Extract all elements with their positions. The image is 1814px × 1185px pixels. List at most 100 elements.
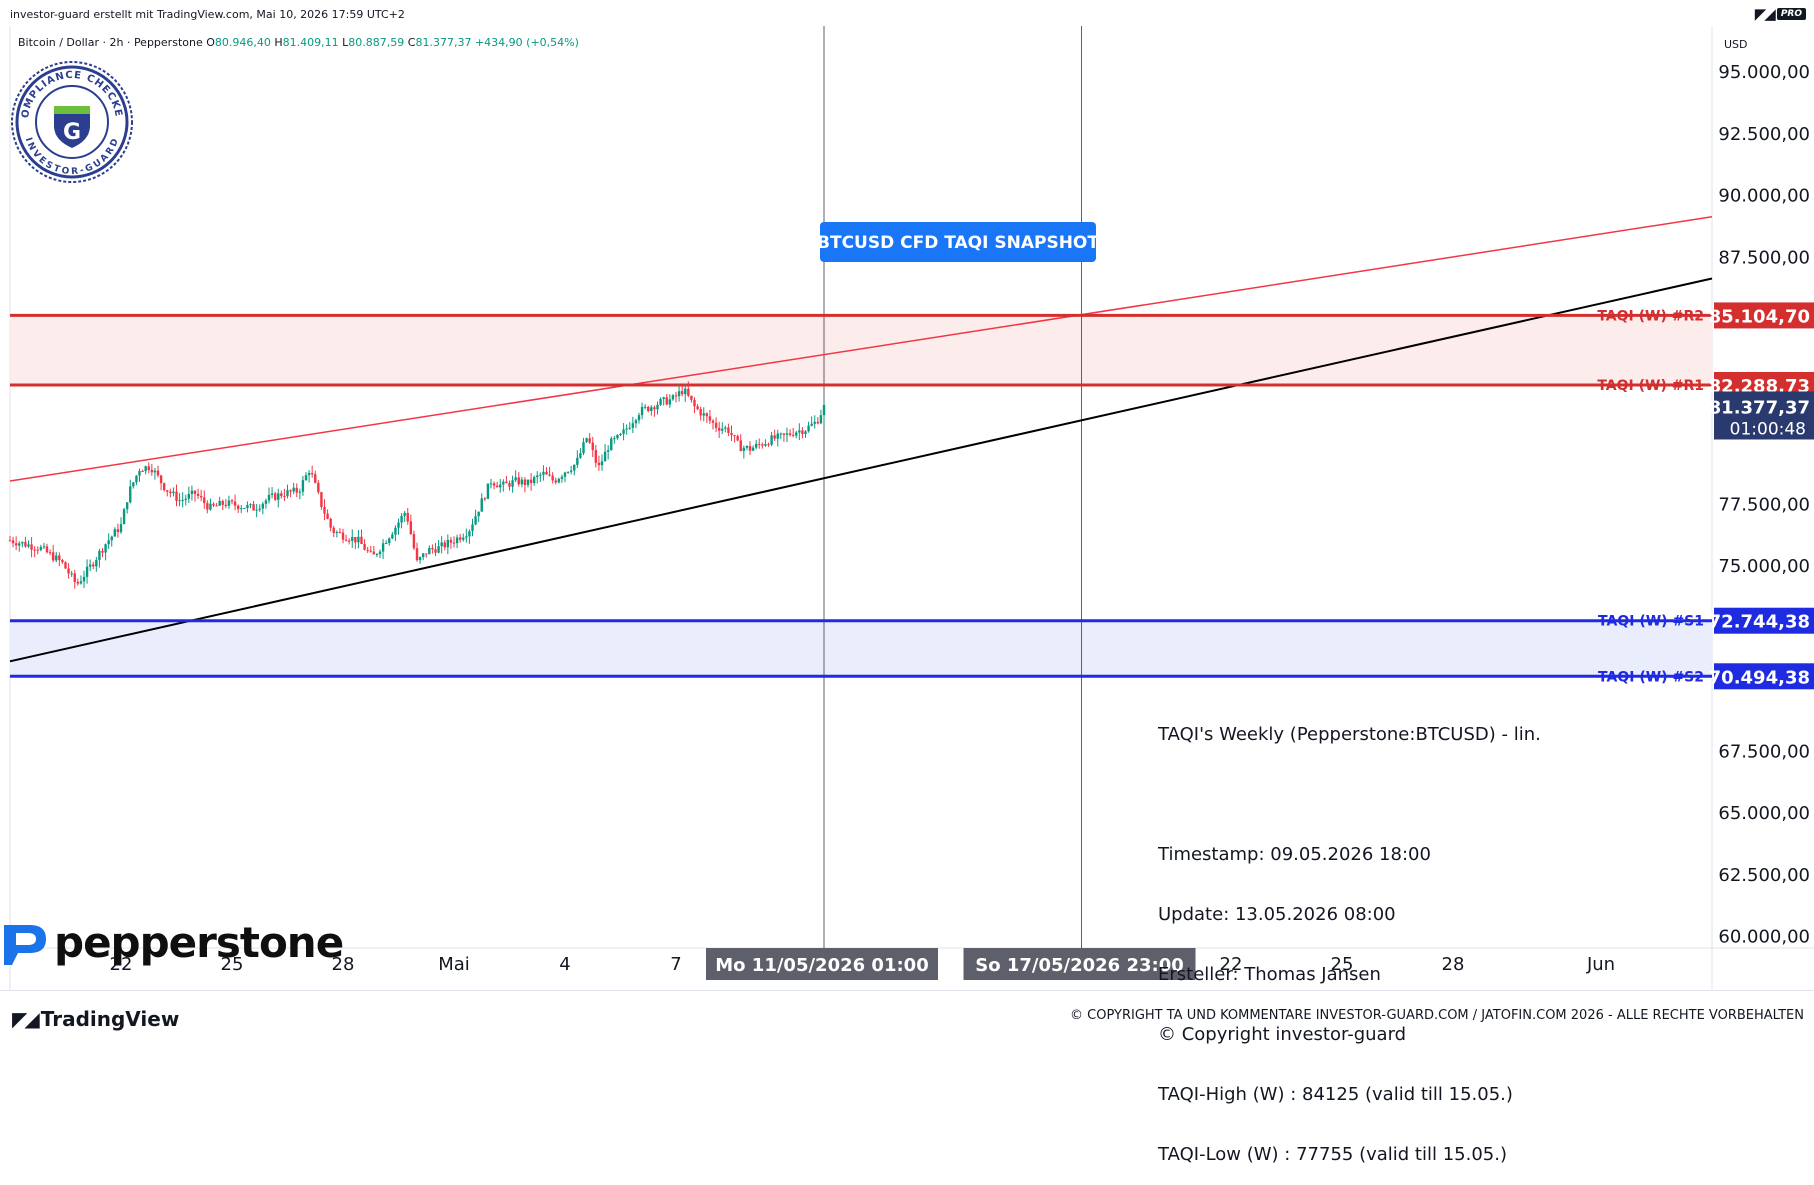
info-line: TAQI-Low (W) : 77755 (valid till 15.05.) [1158,1144,1507,1165]
candle-body [745,446,749,448]
candle-body [304,475,308,481]
candle-body [588,438,591,443]
candle-body [335,532,339,534]
candle-body [687,388,690,396]
candle-body [135,475,138,483]
candle-body [98,550,101,561]
candle-body [196,493,200,496]
y-tick-label: 92.500,00 [1718,124,1810,145]
candle-body [221,500,224,505]
candle-body [711,420,715,423]
level-name-label: TAQI (W) #S1 [1598,614,1704,630]
candle-body [332,527,335,533]
candle-body [671,395,675,400]
candle-body [394,527,397,535]
candle-body [434,549,437,553]
candle-body [354,536,357,543]
candle-body [227,500,231,506]
candle-body [542,471,545,475]
candle-body [79,581,83,584]
candle-body [169,491,172,494]
candle-body [606,450,610,452]
candle-body [125,502,129,510]
candle-body [526,479,530,485]
candle-body [610,438,613,451]
candle-body [42,546,46,548]
candle-body [156,470,160,476]
candle-body [215,505,218,507]
candle-body [92,564,95,567]
candle-body [415,548,419,561]
candle-body [724,427,727,429]
x-tick-label: 4 [559,954,570,975]
candle-body [129,486,132,503]
header-value: 81.377,37 [415,36,474,49]
candle-body [24,542,27,547]
candle-body [323,506,326,514]
pepperstone-p-icon [4,924,46,965]
candle-body [431,547,434,550]
candle-body [622,429,625,434]
countdown-label: 01:00:48 [1730,419,1806,439]
candle-body [810,423,813,426]
candle-body [116,529,120,533]
candle-body [58,555,61,560]
y-tick-label: 67.500,00 [1718,741,1810,762]
level-price-label: 70.494,38 [1709,667,1810,688]
candle-body [267,494,271,501]
candle-body [486,483,490,499]
candle-body [8,540,12,542]
candle-body [795,432,798,436]
tradingview-footer-logo[interactable]: ◤◢ TradingView [12,1007,179,1031]
candle-body [344,539,348,541]
info-title: TAQI's Weekly (Pepperstone:BTCUSD) - lin… [1158,724,1541,745]
current-price-tag [1714,391,1814,440]
candle-body [184,498,187,500]
level-price-tag [1714,607,1814,634]
candle-body [162,483,166,491]
y-tick-label: 60.000,00 [1718,927,1810,948]
candle-body [582,442,585,454]
copyright-notice: © COPYRIGHT TA UND KOMMENTARE INVESTOR-G… [1070,1008,1804,1023]
candle-body [144,466,147,472]
candle-body [714,422,718,428]
candle-body [199,495,203,498]
candle-body [517,477,520,485]
candle-body [545,471,548,475]
x-tick-label: 25 [221,954,244,975]
candle-body [18,543,21,546]
candle-body [249,504,252,506]
header-value: 80.946,40 [215,36,274,49]
candle-body [819,415,823,424]
header-value: 80.887,59 [348,36,407,49]
candle-body [230,500,234,502]
candle-body [739,440,742,452]
x-tick-label: Jun [1586,954,1615,975]
current-price-label: 81.377,37 [1709,397,1810,418]
candle-body [425,553,428,555]
candle-body [206,503,209,510]
candle-body [616,434,619,439]
candle-body [224,504,228,506]
candle-body [785,433,789,435]
candle-body [471,524,474,532]
x-tick-label: 28 [332,954,355,975]
candle-body [95,560,98,567]
candle-body [138,471,141,476]
info-line: Timestamp: 09.05.2026 18:00 [1158,844,1431,865]
candle-body [717,427,721,431]
price-chart[interactable]: BTCUSD CFD TAQI SNAPSHOT Bitcoin / Dollar… [0,0,1814,990]
candle-body [643,406,647,408]
candle-body [400,515,403,523]
candle-body [536,475,539,478]
candle-body [369,550,372,552]
candle-body [637,415,641,421]
candle-body [758,443,761,445]
candle-body [338,532,342,534]
candle-body [48,552,52,554]
candle-body [33,549,36,551]
candle-body [39,547,43,550]
candle-body [631,423,635,428]
x-tick-label: 7 [670,954,681,975]
candle-body [773,435,776,439]
